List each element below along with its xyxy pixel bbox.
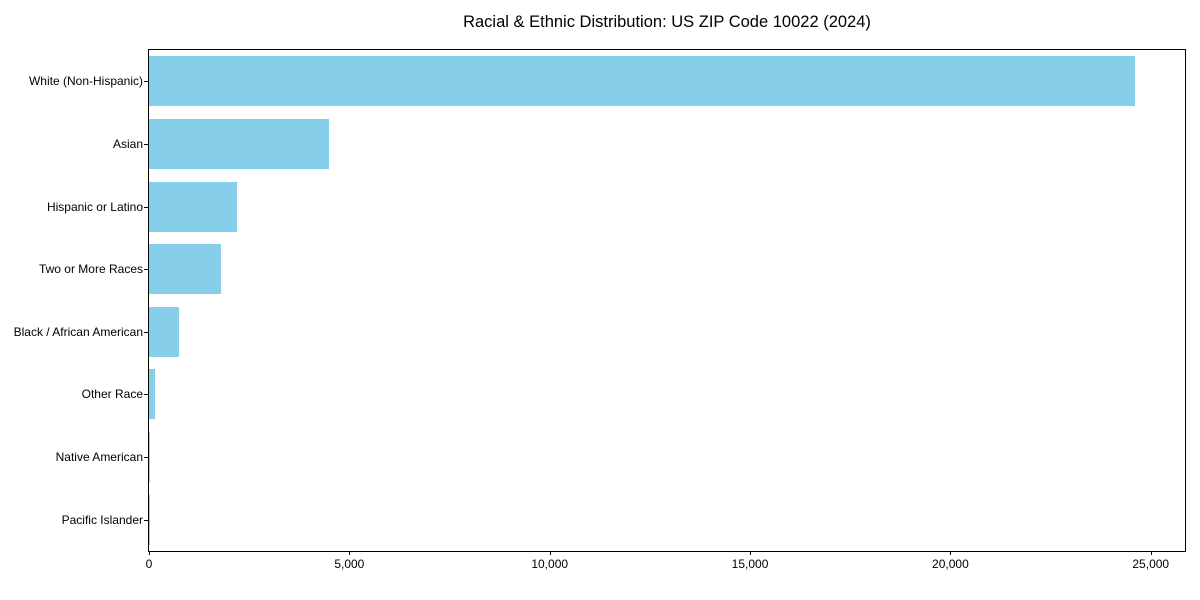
x-tick-mark — [149, 551, 150, 555]
bar — [149, 306, 180, 357]
x-tick-mark — [750, 551, 752, 555]
category-label: Pacific Islander — [61, 512, 143, 527]
y-tick-mark — [144, 81, 148, 83]
bar — [149, 432, 150, 483]
category-label: Black / African American — [13, 324, 143, 339]
y-tick-mark — [144, 331, 148, 333]
x-tick-label: 25,000 — [1132, 557, 1170, 571]
x-tick-label: 20,000 — [932, 557, 969, 571]
y-tick-mark — [144, 457, 148, 459]
x-tick-label: 10,000 — [531, 557, 569, 571]
category-label: Two or More Races — [38, 262, 143, 277]
x-tick-label: 5,000 — [334, 557, 365, 571]
category-label: Asian — [112, 136, 143, 151]
x-tick-mark — [950, 551, 952, 555]
x-tick-mark — [1150, 551, 1152, 555]
bar — [149, 56, 1135, 107]
y-tick-mark — [144, 143, 148, 145]
bar — [149, 118, 330, 169]
y-tick-mark — [144, 519, 148, 521]
category-label: White (Non-Hispanic) — [28, 74, 143, 89]
plot-area — [148, 49, 1186, 552]
category-label: Hispanic or Latino — [46, 199, 143, 214]
x-tick-label: 15,000 — [731, 557, 769, 571]
category-label: Native American — [55, 450, 143, 465]
y-tick-mark — [144, 269, 148, 271]
x-tick-mark — [349, 551, 351, 555]
category-label: Other Race — [81, 387, 143, 402]
y-tick-mark — [144, 394, 148, 396]
bar — [149, 244, 222, 295]
bar — [149, 181, 238, 232]
y-tick-mark — [144, 206, 148, 208]
chart-title: Racial & Ethnic Distribution: US ZIP Cod… — [463, 13, 871, 31]
bar — [149, 369, 155, 420]
x-tick-mark — [549, 551, 551, 555]
x-tick-label: 0 — [145, 557, 153, 571]
